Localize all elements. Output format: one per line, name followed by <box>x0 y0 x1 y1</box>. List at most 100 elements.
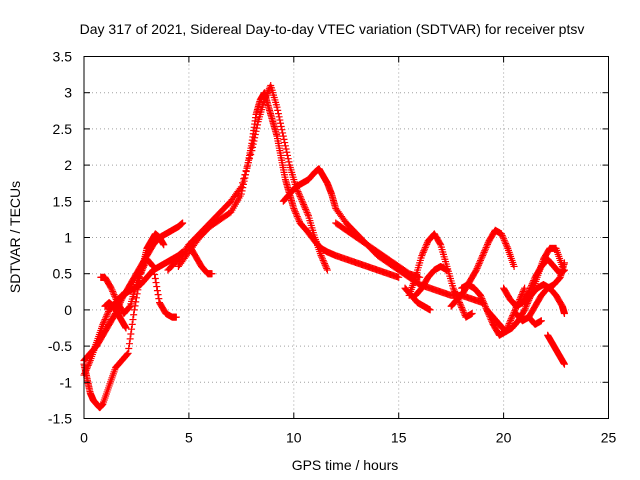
data-point <box>127 330 135 338</box>
series-arc-3 <box>80 255 180 412</box>
data-point <box>506 318 514 326</box>
data-point <box>208 270 216 278</box>
data-point <box>238 187 246 195</box>
data-point <box>302 207 310 215</box>
data-point <box>125 340 133 348</box>
data-points <box>80 81 568 412</box>
data-point <box>521 306 529 314</box>
data-point <box>284 155 292 163</box>
series-arc-13 <box>401 284 434 314</box>
data-point <box>450 286 458 294</box>
data-point <box>423 240 431 248</box>
data-point <box>443 266 451 274</box>
x-tick-label: 0 <box>80 430 88 446</box>
data-point <box>151 271 159 279</box>
data-point <box>129 316 137 324</box>
data-point <box>242 168 250 176</box>
data-point <box>109 287 117 295</box>
data-point <box>125 345 133 353</box>
data-point <box>302 205 310 213</box>
data-point <box>298 197 306 205</box>
data-point <box>179 219 187 227</box>
data-point <box>451 289 459 297</box>
y-tick-labels: -1.5 -1 -0.5 0 0.5 1 1.5 2 2.5 3 3.5 <box>48 49 72 427</box>
data-point <box>459 307 467 315</box>
data-point <box>468 310 476 318</box>
data-point <box>479 298 487 306</box>
data-point <box>153 283 161 291</box>
data-point <box>458 303 466 311</box>
data-point <box>499 233 507 241</box>
data-point <box>505 320 513 328</box>
data-point <box>130 306 138 314</box>
data-point <box>475 260 483 268</box>
data-point <box>149 262 157 270</box>
data-point <box>102 314 110 322</box>
data-point <box>295 189 303 197</box>
series-arc-21 <box>544 331 568 368</box>
data-point <box>132 294 140 302</box>
data-point <box>153 287 161 295</box>
data-point <box>100 317 108 325</box>
data-point <box>498 230 506 238</box>
y-tick-label: 0.5 <box>53 266 73 282</box>
data-point <box>279 129 287 137</box>
data-point <box>123 351 131 359</box>
data-point <box>483 242 491 250</box>
data-point <box>154 291 162 299</box>
data-point <box>478 253 486 261</box>
data-point <box>284 151 292 159</box>
data-point <box>111 292 119 300</box>
data-point <box>436 240 444 248</box>
data-point <box>318 255 326 263</box>
data-point <box>279 132 287 140</box>
data-point <box>501 238 509 246</box>
data-point <box>278 126 286 134</box>
y-tick-label: 0 <box>64 302 72 318</box>
data-point <box>319 256 327 264</box>
data-point <box>148 261 156 269</box>
data-point <box>304 210 312 218</box>
data-point <box>498 231 506 239</box>
data-point <box>292 209 300 217</box>
data-point <box>290 206 298 214</box>
data-point <box>297 194 305 202</box>
data-point <box>100 319 108 327</box>
data-point <box>290 205 298 213</box>
series-arc-11 <box>405 230 476 321</box>
data-point <box>301 204 309 212</box>
data-point <box>320 258 328 266</box>
data-point <box>449 284 457 292</box>
x-tick-label: 20 <box>496 430 512 446</box>
data-point <box>99 320 107 328</box>
data-point <box>240 177 248 185</box>
data-point <box>528 281 536 289</box>
data-point <box>418 250 426 258</box>
data-point <box>239 184 247 192</box>
data-point <box>317 252 325 260</box>
y-tick-label: 2 <box>64 157 72 173</box>
data-point <box>508 313 516 321</box>
data-point <box>300 201 308 209</box>
y-tick-label: 3 <box>64 85 72 101</box>
data-point <box>426 306 434 314</box>
data-point <box>395 273 403 281</box>
data-point <box>477 256 485 264</box>
data-point <box>477 293 485 301</box>
data-point <box>280 135 288 143</box>
data-point <box>107 284 115 292</box>
data-point <box>321 260 329 268</box>
data-point <box>296 192 304 200</box>
data-point <box>281 142 289 150</box>
y-tick-label: -0.5 <box>48 338 72 354</box>
data-point <box>323 266 331 274</box>
data-point <box>125 303 133 311</box>
y-tick-label: -1.5 <box>48 411 72 427</box>
data-point <box>103 311 111 319</box>
data-point <box>418 252 426 260</box>
data-point <box>479 252 487 260</box>
data-point <box>300 202 308 210</box>
y-tick-label: 1.5 <box>53 193 73 209</box>
data-point <box>101 316 109 324</box>
data-point <box>295 216 303 224</box>
